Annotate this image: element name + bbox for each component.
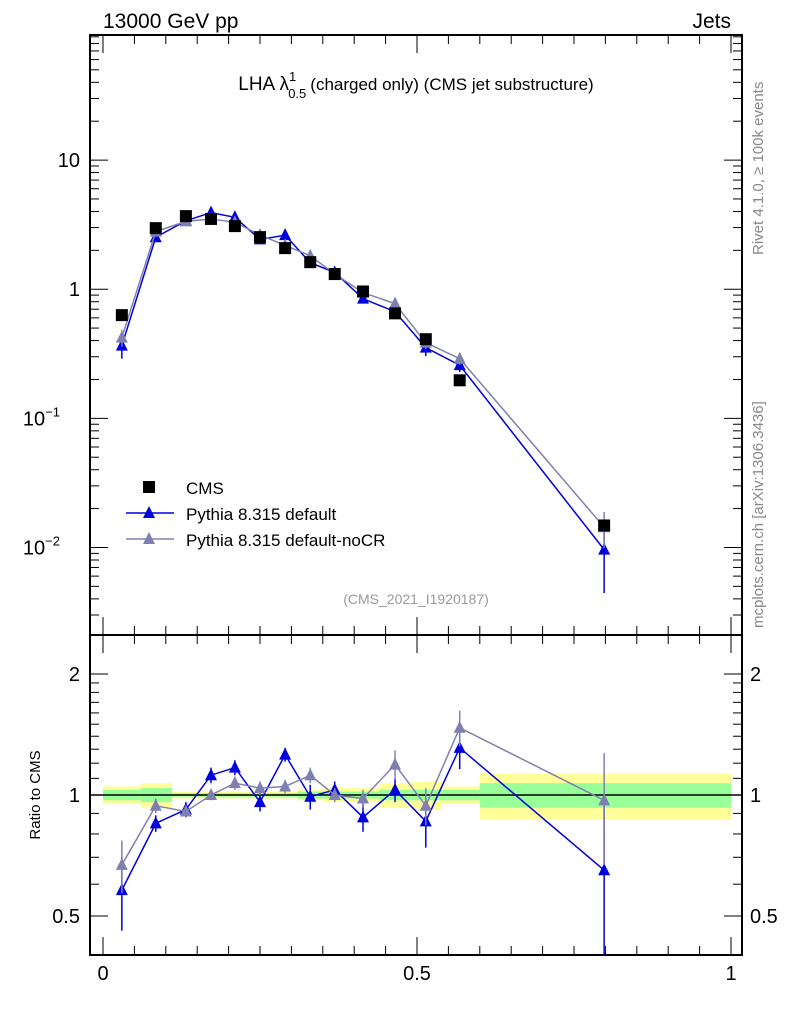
title-main: LHA λ <box>238 74 289 95</box>
data-marker <box>304 256 317 269</box>
ratio-marker <box>419 798 432 811</box>
data-marker <box>149 222 162 235</box>
title-sub: 0.5 <box>288 86 306 101</box>
ratio-marker <box>254 781 266 794</box>
data-marker <box>228 220 241 233</box>
ratio-marker <box>304 789 317 802</box>
y-tick-label: 1 <box>69 279 80 301</box>
series-marker <box>598 542 611 555</box>
x-tick-label: 1 <box>725 963 736 985</box>
ratio-marker <box>279 779 292 792</box>
mcplots-label: mcplots.cern.ch [arXiv:1306.3436] <box>750 401 767 628</box>
ratio-marker <box>205 768 218 781</box>
legend-marker <box>143 532 155 544</box>
series-line-ratio <box>121 726 605 866</box>
legend-data-label: CMS <box>186 479 224 498</box>
x-tick-label: 0 <box>97 963 108 985</box>
ratio-marker <box>115 857 128 870</box>
legend-marker <box>143 506 155 518</box>
data-marker <box>179 210 192 223</box>
data-marker <box>279 242 292 255</box>
series-marker <box>356 291 369 304</box>
ratio-marker <box>389 782 402 795</box>
data-marker <box>254 231 266 244</box>
series-marker <box>279 228 292 241</box>
ratio-marker <box>228 776 241 789</box>
analysis-label: (CMS_2021_I1920187) <box>343 591 489 607</box>
series-marker <box>115 330 128 343</box>
chart-title: LHA λ1 0.5 (charged only) (CMS jet substru… <box>238 69 593 101</box>
data-marker <box>115 309 128 322</box>
ratio-marker <box>598 863 611 876</box>
series-marker <box>453 351 466 364</box>
title-rest: (charged only) (CMS jet substructure) <box>310 75 593 94</box>
ratio-marker <box>356 810 369 823</box>
ratio-marker <box>149 798 162 811</box>
legend-data-marker <box>143 481 155 493</box>
x-tick-label: 0.5 <box>403 963 431 985</box>
ratio-marker <box>328 788 341 800</box>
ratio-ylabel: Ratio to CMS <box>27 750 44 839</box>
rivet-label: Rivet 4.1.0, ≥ 100k events <box>750 82 767 255</box>
y-tick-label: 10 <box>58 150 80 172</box>
ratio-marker <box>179 804 192 817</box>
data-marker <box>389 307 402 320</box>
ratio-marker <box>304 768 317 781</box>
ratio-marker <box>453 740 466 753</box>
data-marker <box>205 212 218 225</box>
ratio-marker <box>356 791 369 804</box>
ratio-marker <box>453 720 466 733</box>
legend-label: Pythia 8.315 default <box>186 505 337 524</box>
ratio-tick-label: 0.5 <box>52 906 80 928</box>
title-sup: 1 <box>289 69 296 84</box>
ratio-marker <box>149 816 162 829</box>
data-marker <box>328 268 341 281</box>
ratio-marker <box>205 788 218 800</box>
y-tick-label: 10−1 <box>23 404 60 430</box>
data-marker <box>356 285 369 298</box>
ratio-tick-label-right: 0.5 <box>750 906 778 928</box>
data-marker <box>453 374 466 387</box>
ratio-tick-label-right: 2 <box>750 664 761 686</box>
y-tick-label: 10−2 <box>23 533 60 559</box>
data-marker <box>419 333 432 346</box>
ratio-marker <box>254 795 266 808</box>
ratio-tick-label: 1 <box>69 785 80 807</box>
ratio-marker <box>598 793 611 806</box>
ratio-marker <box>389 757 402 770</box>
ratio-tick-label: 2 <box>69 664 80 686</box>
ratio-tick-label-right: 1 <box>750 785 761 807</box>
data-marker <box>598 519 611 532</box>
series-line-ratio <box>121 746 605 891</box>
legend-label: Pythia 8.315 default-noCR <box>186 531 385 550</box>
series-marker <box>389 296 402 309</box>
ratio-marker <box>228 760 241 773</box>
header-left: 13000 GeV pp <box>103 10 238 33</box>
ratio-marker <box>279 747 292 760</box>
header-right: Jets <box>692 10 731 33</box>
series-line-main <box>121 211 605 551</box>
